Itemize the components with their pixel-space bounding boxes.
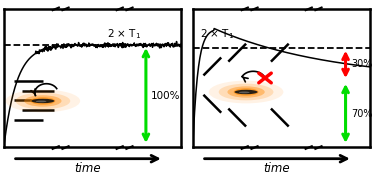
Text: 70%: 70% <box>351 109 372 119</box>
Text: 2 $\times$ T$_1$: 2 $\times$ T$_1$ <box>200 27 234 41</box>
Ellipse shape <box>219 84 273 100</box>
Ellipse shape <box>30 97 55 105</box>
Ellipse shape <box>6 90 80 112</box>
Ellipse shape <box>31 99 54 103</box>
Text: time: time <box>74 162 101 176</box>
Ellipse shape <box>36 100 46 102</box>
Ellipse shape <box>24 95 62 107</box>
Ellipse shape <box>209 81 284 103</box>
Ellipse shape <box>228 86 265 98</box>
Text: time: time <box>263 162 290 176</box>
Text: 2 $\times$ T$_1$: 2 $\times$ T$_1$ <box>107 27 141 41</box>
Ellipse shape <box>15 93 70 109</box>
Ellipse shape <box>234 90 258 94</box>
Ellipse shape <box>234 88 259 96</box>
Text: 100%: 100% <box>151 91 181 101</box>
Text: 30%: 30% <box>351 59 372 69</box>
Ellipse shape <box>239 91 249 93</box>
